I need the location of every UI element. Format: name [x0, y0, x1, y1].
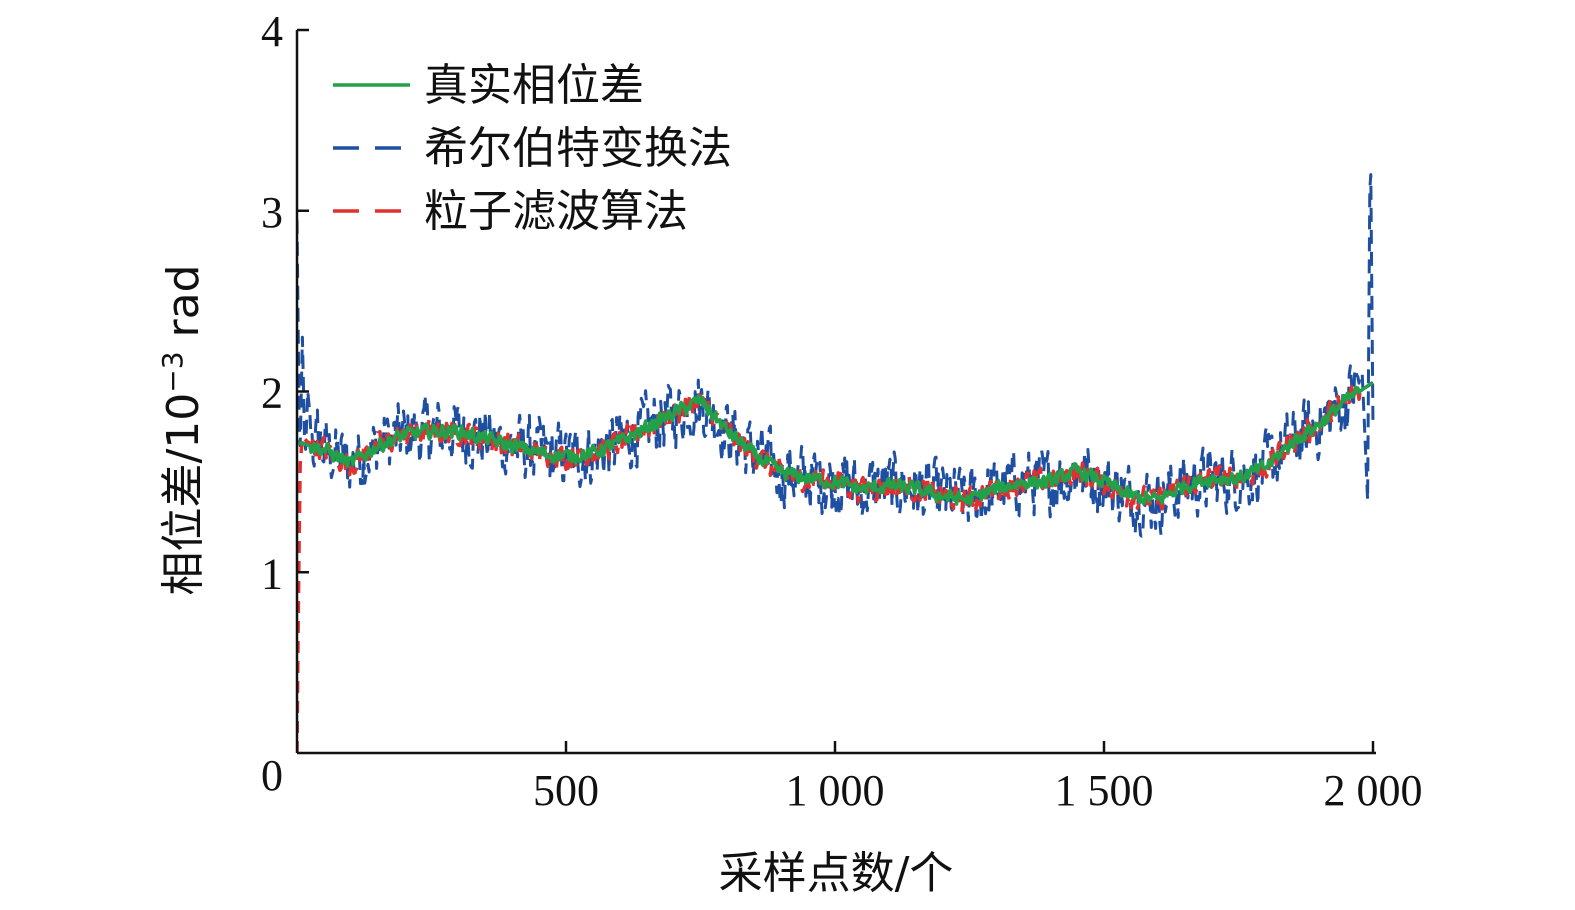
y-axis-title-unit: rad [158, 264, 209, 351]
x-tick-label: 1 500 [1055, 766, 1154, 815]
y-tick-label: 2 [261, 369, 283, 418]
x-axis-title: 采样点数/个 [719, 848, 954, 899]
y-tick-label: 4 [261, 7, 283, 56]
ticks: 500 1 000 1 500 2 000 1 2 3 4 [261, 7, 1423, 815]
y-axis-title: 相位差/10−3 rad [156, 264, 209, 595]
series-layer [297, 173, 1375, 754]
y-tick-label: 1 [261, 549, 283, 598]
y-axis-title-exp: −3 [156, 351, 189, 392]
x-tick-label: 500 [533, 766, 599, 815]
legend-label: 粒子滤波算法 [424, 186, 688, 237]
legend-label: 希尔伯特变换法 [424, 123, 732, 174]
series-line [297, 381, 1374, 506]
x-tick-label: 1 000 [786, 766, 885, 815]
y-tick-label: 3 [261, 188, 283, 237]
y-axis-title-main: 相位差/10 [158, 393, 209, 596]
origin-label: 0 [261, 751, 283, 800]
legend-label: 真实相位差 [424, 60, 644, 111]
x-tick-label: 2 000 [1324, 766, 1423, 815]
